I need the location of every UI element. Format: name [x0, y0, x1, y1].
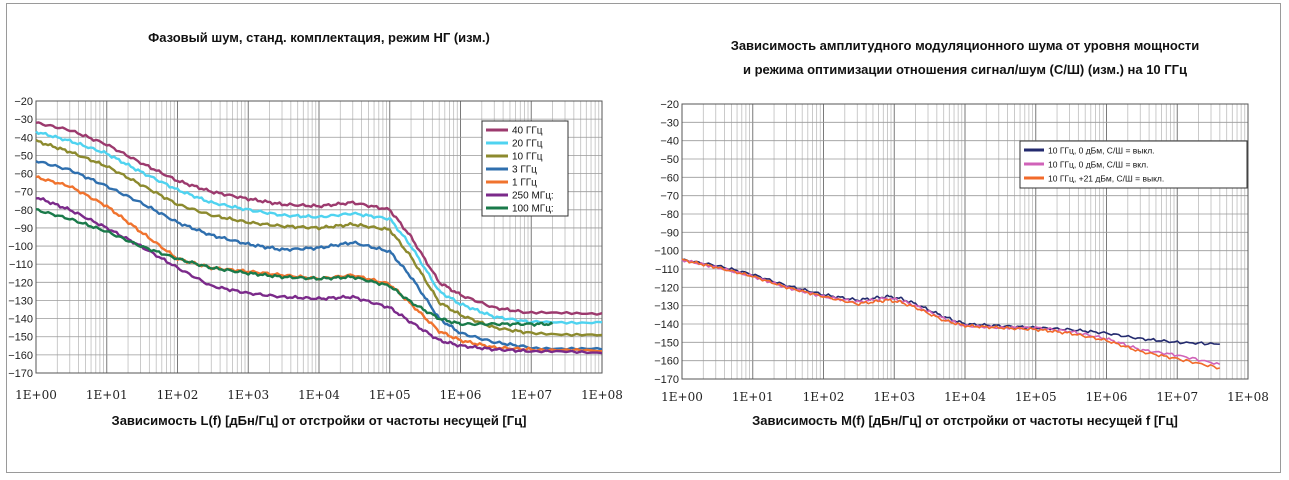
series-line — [35, 130, 603, 325]
y-tick-label: −40 — [660, 136, 679, 148]
y-tick-label: −30 — [14, 114, 33, 126]
y-tick-label: −140 — [8, 314, 33, 326]
x-tick-label: 1E+06 — [440, 388, 482, 402]
y-tick-label: −70 — [14, 187, 33, 199]
x-tick-label: 1E+02 — [157, 388, 199, 402]
series-line — [35, 197, 603, 355]
y-tick-label: −120 — [8, 277, 33, 289]
y-tick-label: −50 — [660, 154, 679, 166]
plot-border — [681, 103, 1249, 380]
series-line — [681, 258, 1221, 366]
x-tick-label: 1E+05 — [1015, 390, 1057, 404]
x-tick-label: 1E+04 — [944, 390, 986, 404]
x-tick-label: 1E+06 — [1086, 390, 1128, 404]
y-tick-label: −130 — [8, 295, 33, 307]
chart-title: Фазовый шум, станд. комплектация, режим … — [148, 30, 490, 45]
y-tick-label: −150 — [654, 337, 679, 349]
y-tick-label: −140 — [654, 319, 679, 331]
x-tick-label: 1E+07 — [1156, 390, 1198, 404]
y-tick-label: −90 — [14, 223, 33, 235]
y-tick-label: −40 — [14, 132, 33, 144]
series-line — [35, 121, 603, 316]
x-tick-label: 1E+01 — [732, 390, 774, 404]
y-tick-label: −100 — [654, 246, 679, 258]
y-tick-label: −60 — [14, 169, 33, 181]
y-tick-label: −80 — [14, 205, 33, 217]
legend-label: 10 ГГц, 0 дБм, С/Ш = вкл. — [1048, 160, 1148, 170]
legend-label: 10 ГГц, +21 дБм, С/Ш = выкл. — [1048, 174, 1164, 184]
series-line — [35, 138, 603, 337]
x-tick-label: 1E+08 — [1227, 390, 1269, 404]
y-tick-label: −160 — [654, 356, 679, 368]
legend-label: 10 ГГц, 0 дБм, С/Ш = выкл. — [1048, 146, 1155, 156]
y-tick-label: −60 — [660, 172, 679, 184]
legend-label: 10 ГГц — [512, 152, 543, 163]
y-tick-label: −110 — [655, 264, 679, 276]
y-tick-label: −50 — [14, 150, 33, 162]
series-line — [681, 258, 1220, 370]
figure-canvas: Фазовый шум, станд. комплектация, режим … — [8, 30, 1269, 428]
series-line — [35, 160, 603, 351]
y-tick-label: −160 — [8, 350, 33, 362]
x-tick-label: 1E+07 — [510, 388, 552, 402]
y-tick-label: −150 — [8, 332, 33, 344]
plot-border — [35, 100, 603, 374]
y-tick-label: −30 — [660, 117, 679, 129]
figure-frame: Фазовый шум, станд. комплектация, режим … — [6, 3, 1281, 473]
y-tick-label: −120 — [654, 282, 679, 294]
x-tick-label: 1E+00 — [15, 388, 57, 402]
legend-label: 1 ГГц — [512, 178, 537, 189]
y-tick-label: −90 — [660, 227, 679, 239]
y-tick-label: −100 — [8, 241, 33, 253]
y-tick-label: −170 — [654, 374, 679, 386]
chart-title: Зависимость амплитудного модуляционного … — [731, 38, 1200, 53]
phase-noise-chart: Фазовый шум, станд. комплектация, режим … — [8, 30, 623, 428]
y-tick-label: −110 — [9, 259, 33, 271]
chart-title: и режима оптимизации отношения сигнал/шу… — [743, 62, 1187, 77]
am-noise-chart: Зависимость амплитудного модуляционного … — [654, 38, 1269, 428]
legend-label: 3 ГГц — [512, 165, 537, 176]
x-axis-label: Зависимость M(f) [дБн/Гц] от отстройки о… — [752, 413, 1178, 428]
x-tick-label: 1E+04 — [298, 388, 340, 402]
x-tick-label: 1E+03 — [227, 388, 269, 402]
series-line — [35, 208, 554, 327]
legend-label: 40 ГГц — [512, 126, 543, 137]
y-tick-label: −20 — [14, 96, 33, 108]
x-tick-label: 1E+05 — [369, 388, 411, 402]
y-tick-label: −130 — [654, 301, 679, 313]
y-tick-label: −20 — [660, 99, 679, 111]
x-tick-label: 1E+08 — [581, 388, 623, 402]
x-tick-label: 1E+00 — [661, 390, 703, 404]
y-tick-label: −70 — [660, 191, 679, 203]
x-tick-label: 1E+02 — [803, 390, 845, 404]
legend-box — [1019, 140, 1248, 189]
x-tick-label: 1E+03 — [873, 390, 915, 404]
x-tick-label: 1E+01 — [86, 388, 128, 402]
y-tick-label: −80 — [660, 209, 679, 221]
x-axis-label: Зависимость L(f) [дБн/Гц] от отстройки о… — [112, 413, 527, 428]
y-tick-label: −170 — [8, 368, 33, 380]
legend-label: 20 ГГц — [512, 139, 543, 150]
legend-label: 250 МГц: — [512, 191, 554, 202]
legend-label: 100 МГц: — [512, 204, 554, 215]
